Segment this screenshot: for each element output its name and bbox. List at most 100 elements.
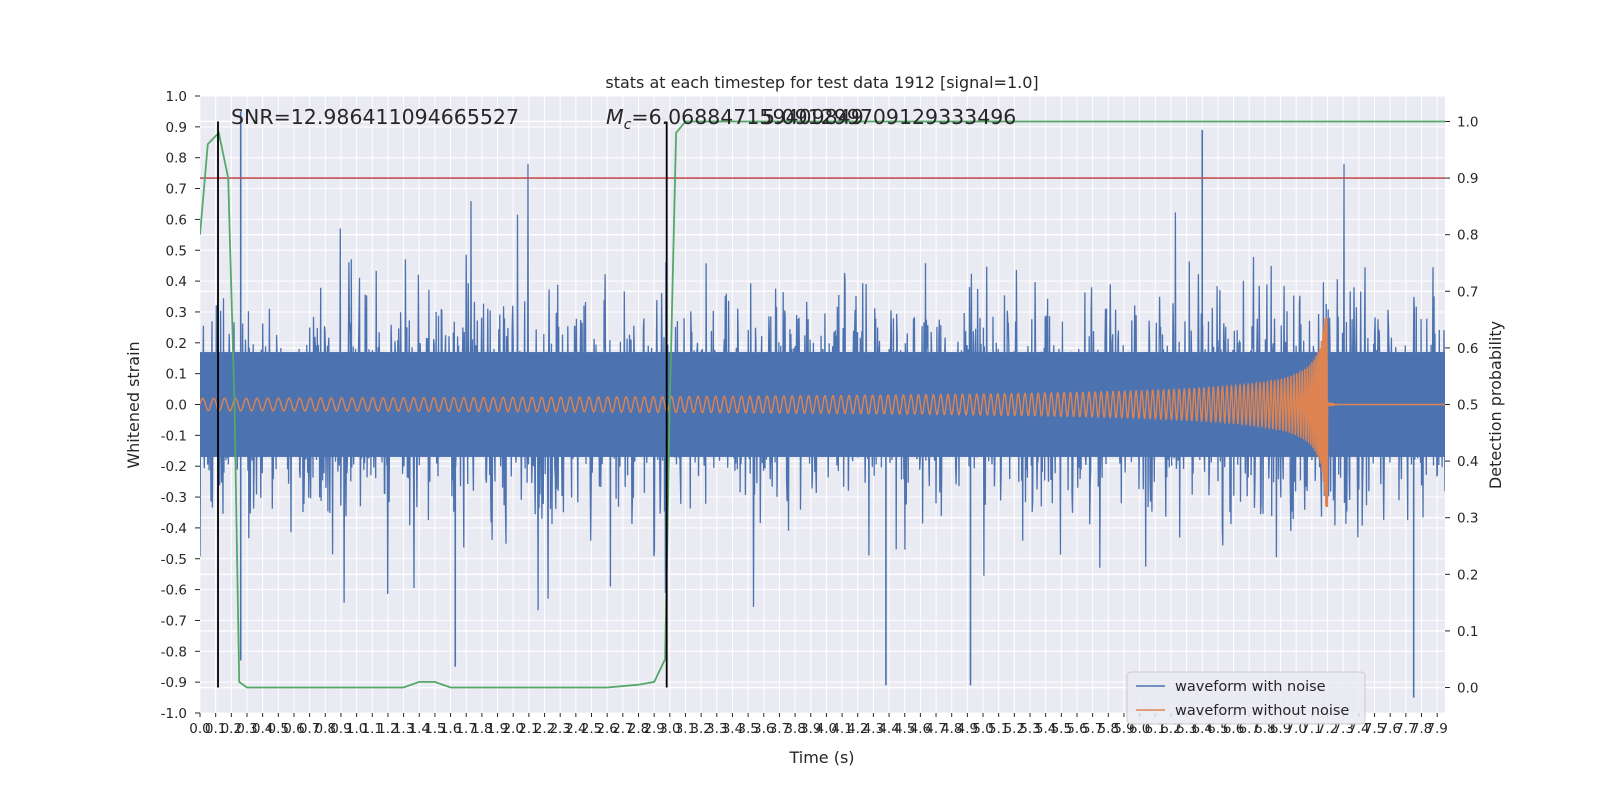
x-tick-label: 4.3 [863, 721, 884, 737]
x-tick-label: 4.1 [831, 721, 852, 737]
x-tick-label: 7.1 [1301, 721, 1322, 737]
x-tick-label: 5.9 [1113, 721, 1134, 737]
x-tick-label: 7.2 [1317, 721, 1338, 737]
x-tick-label: 4.8 [941, 721, 962, 737]
y2-tick-label: 0.8 [1457, 228, 1478, 244]
x-tick-label: 3.0 [659, 721, 680, 737]
y2-tick-label: 0.1 [1457, 624, 1478, 640]
x-tick-label: 1.8 [471, 721, 492, 737]
y-tick-label: 0.7 [166, 182, 187, 198]
x-tick-label: 7.6 [1379, 721, 1400, 737]
y2-tick-label: 1.0 [1457, 114, 1478, 130]
x-tick-label: 0.7 [299, 721, 320, 737]
y-tick-label: 0.5 [166, 243, 187, 259]
mc-symbol: M [606, 105, 624, 129]
x-tick-label: 6.9 [1270, 721, 1291, 737]
y-tick-label: -0.7 [161, 613, 187, 629]
x-tick-label: 4.7 [925, 721, 946, 737]
y2-axis-label: Detection probability [1486, 321, 1505, 489]
x-tick-label: 2.9 [643, 721, 664, 737]
y2-tick-label: 0.5 [1457, 398, 1478, 414]
y-tick-label: 0.4 [166, 274, 187, 290]
x-tick-label: 4.9 [957, 721, 978, 737]
y-axis-label: Whitened strain [124, 341, 143, 468]
x-tick-label: 1.0 [346, 721, 367, 737]
y-tick-label: -0.6 [161, 583, 187, 599]
y2-tick-label: 0.3 [1457, 511, 1478, 527]
legend: waveform with noise waveform without noi… [1126, 671, 1366, 725]
y-tick-label: 0.8 [166, 151, 187, 167]
x-tick-label: 2.3 [549, 721, 570, 737]
x-tick-label: 6.2 [1160, 721, 1181, 737]
y2-tick-label: 0.7 [1457, 284, 1478, 300]
x-tick-label: 6.1 [1145, 721, 1166, 737]
x-tick-label: 5.1 [988, 721, 1009, 737]
y-tick-labels: -1.0 -0.9 -0.8 -0.7 -0.6 -0.5 -0.4 -0.3 -0.2 -0.1… [161, 89, 200, 722]
x-tick-label: 6.7 [1239, 721, 1260, 737]
x-tick-label: 0.3 [236, 721, 257, 737]
x-tick-label: 5.0 [972, 721, 993, 737]
x-tick-label: 5.8 [1098, 721, 1119, 737]
x-tick-label: 5.3 [1019, 721, 1040, 737]
y-tick-label: 0.0 [166, 398, 187, 414]
y-tick-label: -0.5 [161, 552, 187, 568]
x-tick-label: 0.2 [221, 721, 242, 737]
x-tick-label: 0.0 [189, 721, 210, 737]
x-tick-label: 2.0 [502, 721, 523, 737]
y-tick-label: 0.1 [166, 367, 187, 383]
x-tick-label: 2.8 [628, 721, 649, 737]
y-tick-label: -0.9 [161, 675, 187, 691]
x-tick-label: 5.7 [1082, 721, 1103, 737]
x-tick-label: 5.2 [1004, 721, 1025, 737]
y2-tick-label: 0.9 [1457, 171, 1478, 187]
x-tick-label: 4.5 [894, 721, 915, 737]
x-tick-label: 0.8 [315, 721, 336, 737]
x-tick-label: 1.5 [424, 721, 445, 737]
x-tick-label: 1.3 [393, 721, 414, 737]
x-tick-label: 6.6 [1223, 721, 1244, 737]
x-tick-label: 7.0 [1285, 721, 1306, 737]
x-tick-label: 1.9 [487, 721, 508, 737]
y2-tick-label: 0.0 [1457, 681, 1478, 697]
x-tick-label: 4.4 [878, 721, 899, 737]
x-tick-label: 7.4 [1348, 721, 1369, 737]
x-tick-label: 5.6 [1066, 721, 1087, 737]
snr-annotation: SNR=12.986411094665527 [231, 105, 519, 129]
x-tick-label: 3.4 [722, 721, 743, 737]
y-tick-label: 0.9 [166, 120, 187, 136]
y-tick-label: -0.1 [161, 428, 187, 444]
x-tick-label: 2.6 [596, 721, 617, 737]
x-tick-label: 6.5 [1207, 721, 1228, 737]
x-tick-label: 1.6 [440, 721, 461, 737]
x-tick-label: 3.9 [800, 721, 821, 737]
x-tick-label: 0.1 [205, 721, 226, 737]
y-tick-label: -0.8 [161, 644, 187, 660]
y-tick-label: -0.2 [161, 459, 187, 475]
x-tick-label: 7.9 [1426, 721, 1447, 737]
x-tick-label: 7.8 [1411, 721, 1432, 737]
x-tick-label: 7.7 [1395, 721, 1416, 737]
y-tick-label: 0.3 [166, 305, 187, 321]
y2-tick-label: 0.4 [1457, 454, 1478, 470]
x-tick-label: 6.4 [1192, 721, 1213, 737]
x-tick-label: 6.0 [1129, 721, 1150, 737]
y-tick-label: 0.2 [166, 336, 187, 352]
x-tick-label: 0.6 [283, 721, 304, 737]
x-tick-label: 2.7 [612, 721, 633, 737]
x-tick-label: 0.9 [330, 721, 351, 737]
x-tick-label: 3.3 [706, 721, 727, 737]
y2-tick-label: 0.6 [1457, 341, 1478, 357]
x-tick-label: 2.2 [534, 721, 555, 737]
x-tick-label: 7.3 [1332, 721, 1353, 737]
y-tick-label: -0.3 [161, 490, 187, 506]
x-tick-label: 2.4 [565, 721, 586, 737]
legend-box [1126, 671, 1366, 725]
x-tick-label: 1.7 [455, 721, 476, 737]
mc-subscript: c [624, 117, 632, 133]
x-tick-labels: 0.00.10.20.30.40.50.60.70.80.91.01.11.21… [189, 713, 1448, 737]
x-tick-label: 3.2 [690, 721, 711, 737]
x-tick-label: 4.2 [847, 721, 868, 737]
y2-tick-labels: 0.0 0.1 0.2 0.3 0.4 0.5 0.6 0.7 0.8 0.9 1.0 [1445, 114, 1478, 697]
x-tick-label: 4.0 [816, 721, 837, 737]
